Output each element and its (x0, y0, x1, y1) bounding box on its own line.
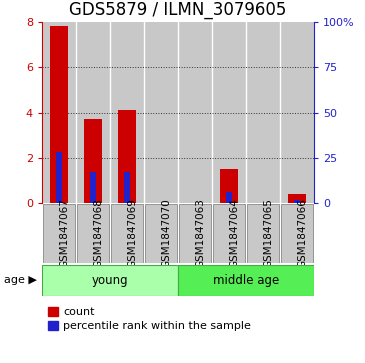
Bar (226, 192, 232, 203)
Bar (246, 22, 280, 203)
Bar (56, 152, 62, 203)
FancyBboxPatch shape (179, 204, 211, 262)
Text: age ▶: age ▶ (4, 276, 36, 285)
Bar (144, 22, 178, 203)
Legend: count, percentile rank within the sample: count, percentile rank within the sample (47, 307, 251, 331)
Bar (288, 194, 306, 203)
Text: young: young (92, 274, 128, 287)
FancyBboxPatch shape (111, 204, 143, 262)
Text: GSM1847069: GSM1847069 (127, 198, 137, 268)
Bar (220, 169, 238, 203)
Bar (124, 172, 130, 203)
Bar (110, 22, 144, 203)
Bar (280, 22, 314, 203)
Text: GSM1847068: GSM1847068 (93, 198, 103, 268)
FancyBboxPatch shape (43, 204, 74, 262)
Bar (76, 22, 110, 203)
Text: GSM1847067: GSM1847067 (59, 198, 69, 268)
FancyBboxPatch shape (281, 204, 312, 262)
Bar (50, 26, 68, 203)
FancyBboxPatch shape (145, 204, 177, 262)
Bar (118, 110, 136, 203)
Text: GSM1847070: GSM1847070 (161, 198, 171, 268)
Bar (178, 22, 212, 203)
FancyBboxPatch shape (42, 265, 178, 296)
FancyBboxPatch shape (178, 265, 314, 296)
Bar (90, 172, 96, 203)
Bar (294, 200, 300, 203)
Bar (42, 22, 76, 203)
FancyBboxPatch shape (77, 204, 109, 262)
Text: middle age: middle age (213, 274, 279, 287)
Text: GSM1847066: GSM1847066 (297, 198, 307, 268)
Title: GDS5879 / ILMN_3079605: GDS5879 / ILMN_3079605 (69, 1, 287, 19)
Bar (84, 119, 102, 203)
Text: GSM1847065: GSM1847065 (263, 198, 273, 268)
Bar (212, 22, 246, 203)
Text: GSM1847064: GSM1847064 (229, 198, 239, 268)
FancyBboxPatch shape (247, 204, 278, 262)
FancyBboxPatch shape (213, 204, 245, 262)
Text: GSM1847063: GSM1847063 (195, 198, 205, 268)
